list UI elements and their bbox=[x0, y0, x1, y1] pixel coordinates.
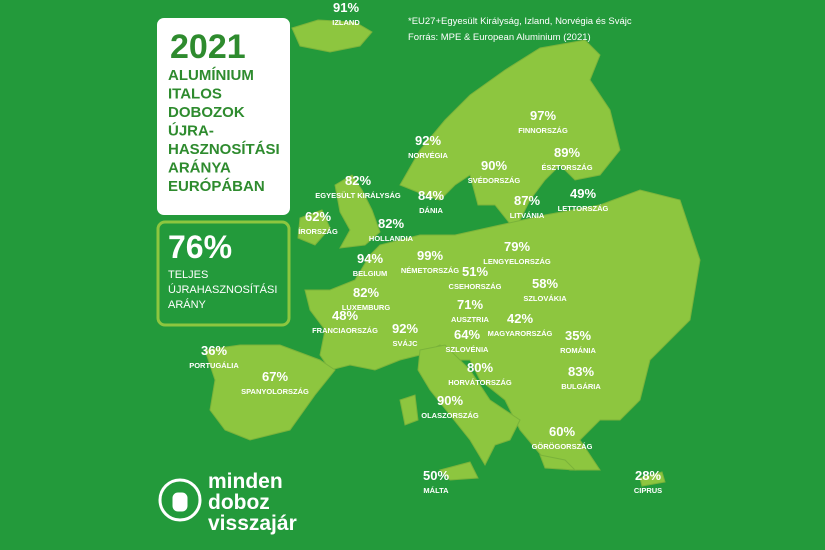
country-name: PORTUGÁLIA bbox=[189, 361, 239, 370]
country-rate: 60% bbox=[549, 424, 575, 439]
country-name: CSEHORSZÁG bbox=[449, 282, 502, 291]
footnote: *EU27+Egyesült Királyság, Izland, Norvég… bbox=[408, 16, 632, 27]
country-rate: 64% bbox=[454, 327, 480, 342]
country-name: DÁNIA bbox=[419, 206, 443, 215]
country-rate: 92% bbox=[392, 321, 418, 336]
country-name: SZLOVÁKIA bbox=[523, 294, 567, 303]
country-rate: 35% bbox=[565, 328, 591, 343]
country-name: AUSZTRIA bbox=[451, 315, 489, 324]
country-name: HOLLANDIA bbox=[369, 234, 414, 243]
total-value: 76% bbox=[168, 229, 232, 265]
country-rate: 82% bbox=[353, 285, 379, 300]
title-line: ARÁNYA bbox=[168, 160, 231, 177]
country-name: BULGÁRIA bbox=[561, 382, 601, 391]
country-rate: 83% bbox=[568, 364, 594, 379]
title-line: EURÓPÁBAN bbox=[168, 177, 265, 195]
country-name: SVÁJC bbox=[392, 339, 418, 348]
country-rate: 82% bbox=[378, 216, 404, 231]
country-name: LUXEMBURG bbox=[342, 303, 390, 312]
title-line: ÚJRA- bbox=[168, 122, 214, 140]
country-rate: 58% bbox=[532, 276, 558, 291]
country-name: EGYESÜLT KIRÁLYSÁG bbox=[315, 191, 401, 200]
logo-text: visszajár bbox=[208, 512, 297, 535]
title-box bbox=[157, 18, 290, 215]
country-name: ROMÁNIA bbox=[560, 346, 596, 355]
country-rate: 67% bbox=[262, 369, 288, 384]
country-rate: 36% bbox=[201, 343, 227, 358]
country-name: BELGIUM bbox=[353, 269, 388, 278]
country-name: LITVÁNIA bbox=[510, 211, 545, 220]
country-name: LETTORSZÁG bbox=[558, 204, 609, 213]
country-name: SPANYOLORSZÁG bbox=[241, 387, 309, 396]
map bbox=[204, 19, 701, 487]
country-rate: 71% bbox=[457, 297, 483, 312]
country-rate: 62% bbox=[305, 209, 331, 224]
country-name: SVÉDORSZÁG bbox=[468, 176, 521, 185]
logo-text: doboz bbox=[208, 491, 270, 514]
country-name: NÉMETORSZÁG bbox=[401, 266, 459, 275]
country-rate: 48% bbox=[332, 308, 358, 323]
country-rate: 51% bbox=[462, 264, 488, 279]
total-label: ARÁNY bbox=[168, 298, 207, 311]
country-name: ÉSZTORSZÁG bbox=[541, 163, 592, 172]
title-line: ALUMÍNIUM bbox=[168, 67, 254, 84]
country-rate: 99% bbox=[417, 248, 443, 263]
title-line: HASZNOSÍTÁSI bbox=[168, 141, 280, 158]
country-name: HORVÁTORSZÁG bbox=[448, 378, 512, 387]
total-label: TELJES bbox=[168, 269, 208, 281]
country-name: ÍRORSZÁG bbox=[298, 227, 338, 236]
country-name: NORVÉGIA bbox=[408, 151, 448, 160]
country-name: SZLOVÉNIA bbox=[446, 345, 490, 354]
country-rate: 92% bbox=[415, 133, 441, 148]
country-rate: 97% bbox=[530, 108, 556, 123]
title-line: ITALOS bbox=[168, 86, 222, 103]
total-box bbox=[156, 220, 291, 327]
country-rate: 42% bbox=[507, 311, 533, 326]
country-rate: 90% bbox=[437, 393, 463, 408]
country-rate: 50% bbox=[423, 468, 449, 483]
footnote: Forrás: MPE & European Aluminium (2021) bbox=[408, 32, 591, 43]
country-rate: 87% bbox=[514, 193, 540, 208]
country-rate: 82% bbox=[345, 173, 371, 188]
country-name: MAGYARORSZÁG bbox=[488, 329, 553, 338]
country-name: IZLAND bbox=[332, 18, 360, 27]
country-rate: 89% bbox=[554, 145, 580, 160]
country-rate: 79% bbox=[504, 239, 530, 254]
country-rate: 49% bbox=[570, 186, 596, 201]
country-name: OLASZORSZÁG bbox=[421, 411, 479, 420]
country-name: MÁLTA bbox=[423, 486, 449, 495]
logo-icon bbox=[158, 478, 202, 522]
country-name: FINNORSZÁG bbox=[518, 126, 568, 135]
country-name: CIPRUS bbox=[634, 486, 662, 495]
country-rate: 28% bbox=[635, 468, 661, 483]
country-rate: 94% bbox=[357, 251, 383, 266]
country-rate: 90% bbox=[481, 158, 507, 173]
country-name: GÖRÖGORSZÁG bbox=[532, 442, 593, 451]
country-rate: 91% bbox=[333, 0, 359, 15]
country-name: LENGYELORSZÁG bbox=[483, 257, 551, 266]
country-rate: 80% bbox=[467, 360, 493, 375]
country-rate: 84% bbox=[418, 188, 444, 203]
country-name: FRANCIAORSZÁG bbox=[312, 326, 378, 335]
title-line: DOBOZOK bbox=[168, 104, 245, 121]
total-label: ÚJRAHASZNOSÍTÁSI bbox=[168, 283, 277, 296]
title-year: 2021 bbox=[170, 28, 246, 66]
logo-text: minden bbox=[208, 470, 283, 493]
